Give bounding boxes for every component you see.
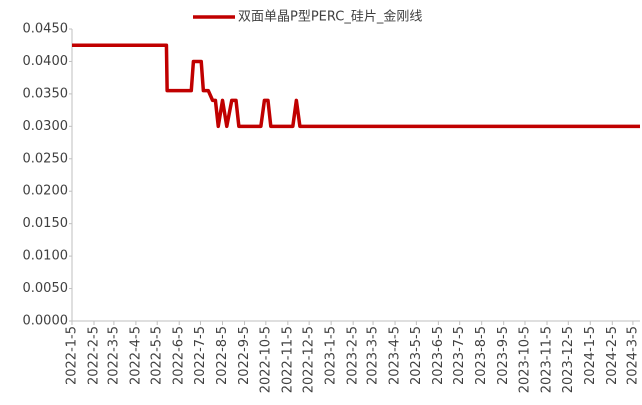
- x-tick-label: 2023-10-5: [517, 326, 532, 393]
- y-tick-label: 0.0250: [23, 151, 69, 166]
- x-tick-label: 2024-3-5: [625, 326, 640, 385]
- x-tick-label: 2022-12-5: [302, 326, 317, 393]
- x-tick-label: 2022-7-5: [193, 326, 208, 385]
- y-tick-label: 0.0150: [23, 216, 69, 231]
- x-tick-label: 2023-12-5: [561, 326, 576, 393]
- x-tick-label: 2023-5-5: [409, 326, 424, 385]
- y-tick-label: 0.0000: [23, 314, 69, 329]
- line-series: [72, 43, 640, 129]
- x-tick-label: 2023-4-5: [388, 326, 403, 385]
- legend-label: 双面单晶P型PERC_硅片_金刚线: [238, 9, 422, 25]
- y-tick-label: 0.0350: [23, 86, 69, 101]
- x-tick-label: 2024-2-5: [605, 326, 620, 385]
- y-tick-label: 0.0200: [23, 184, 69, 199]
- x-tick-label: 2022-8-5: [215, 326, 230, 385]
- x-tick-label: 2023-3-5: [366, 326, 381, 385]
- y-tick-label: 0.0100: [23, 249, 69, 264]
- x-tick-label: 2022-1-5: [65, 326, 80, 385]
- y-tick-label: 0.0400: [23, 54, 69, 69]
- x-tick-label: 2023-6-5: [431, 326, 446, 385]
- x-tick-label: 2023-7-5: [452, 326, 467, 385]
- x-tick-label: 2023-9-5: [496, 326, 511, 385]
- x-tick-label: 2023-8-5: [474, 326, 489, 385]
- x-tick-label: 2022-9-5: [237, 326, 252, 385]
- x-tick-label: 2022-11-5: [280, 326, 295, 393]
- x-tick-label: 2022-5-5: [150, 326, 165, 385]
- x-tick-label: 2022-6-5: [172, 326, 187, 385]
- x-tick-label: 2023-1-5: [324, 326, 339, 385]
- x-tick-label: 2023-11-5: [539, 326, 554, 393]
- y-tick-label: 0.0050: [23, 281, 69, 296]
- x-tick-label: 2022-3-5: [106, 326, 121, 385]
- x-tick-label: 2022-2-5: [87, 326, 102, 385]
- y-tick-label: 0.0450: [23, 22, 69, 37]
- x-tick-label: 2023-2-5: [346, 326, 361, 385]
- x-tick-label: 2024-1-5: [583, 326, 598, 385]
- x-tick-label: 2022-4-5: [128, 326, 143, 385]
- x-tick-label: 2022-10-5: [258, 326, 273, 393]
- y-tick-label: 0.0300: [23, 119, 69, 134]
